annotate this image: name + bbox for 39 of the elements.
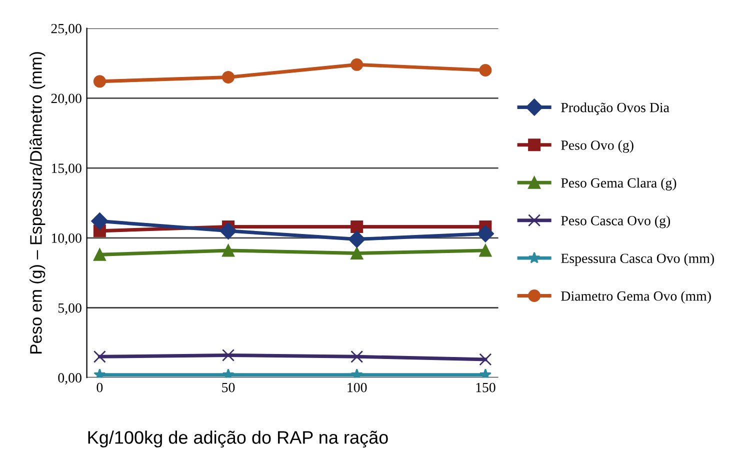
- x-tick-label: 150: [476, 382, 496, 392]
- point: [222, 244, 235, 257]
- x-axis-title: Kg/100kg de adição do RAP na ração: [88, 430, 388, 448]
- point: [350, 350, 364, 363]
- x-tick-label: 0: [96, 382, 103, 392]
- y-tick-label: 20,00: [51, 94, 82, 106]
- point: [479, 244, 492, 257]
- x-tick-label: 100: [348, 382, 367, 392]
- point: [91, 212, 108, 230]
- x-tick-label: 50: [222, 382, 235, 392]
- y-tick-label: 0,00: [58, 373, 82, 385]
- point: [350, 368, 363, 378]
- point: [93, 350, 106, 363]
- point: [222, 348, 235, 362]
- point: [94, 368, 106, 378]
- point: [348, 230, 366, 248]
- legend-label: Peso Ovo (g): [561, 140, 634, 153]
- point: [476, 225, 494, 242]
- point: [479, 368, 492, 378]
- y-axis-title: Peso em (g) – Espessura/Diâmetro (mm): [30, 52, 46, 354]
- point: [93, 75, 106, 88]
- point: [222, 70, 235, 84]
- point: [93, 248, 106, 261]
- point: [220, 222, 237, 240]
- point: [479, 353, 492, 366]
- point: [350, 220, 364, 233]
- y-tick-label: 15,00: [52, 164, 82, 175]
- point: [222, 368, 234, 378]
- y-tick-label: 25,00: [51, 24, 82, 36]
- y-tick-label: 5,00: [58, 303, 82, 315]
- legend-label: Espessura Casca Ovo (mm): [561, 253, 714, 266]
- legend-label: Produção Ovos Dia: [561, 102, 670, 116]
- point: [350, 58, 364, 71]
- legend-label: Diametro Gema Ovo (mm): [561, 290, 711, 304]
- point: [479, 64, 492, 76]
- point: [350, 247, 364, 260]
- legend-label: Peso Casca Ovo (g): [561, 216, 670, 228]
- legend-label: Peso Gema Clara (g): [561, 178, 676, 190]
- y-tick-label: 10,00: [52, 233, 82, 245]
